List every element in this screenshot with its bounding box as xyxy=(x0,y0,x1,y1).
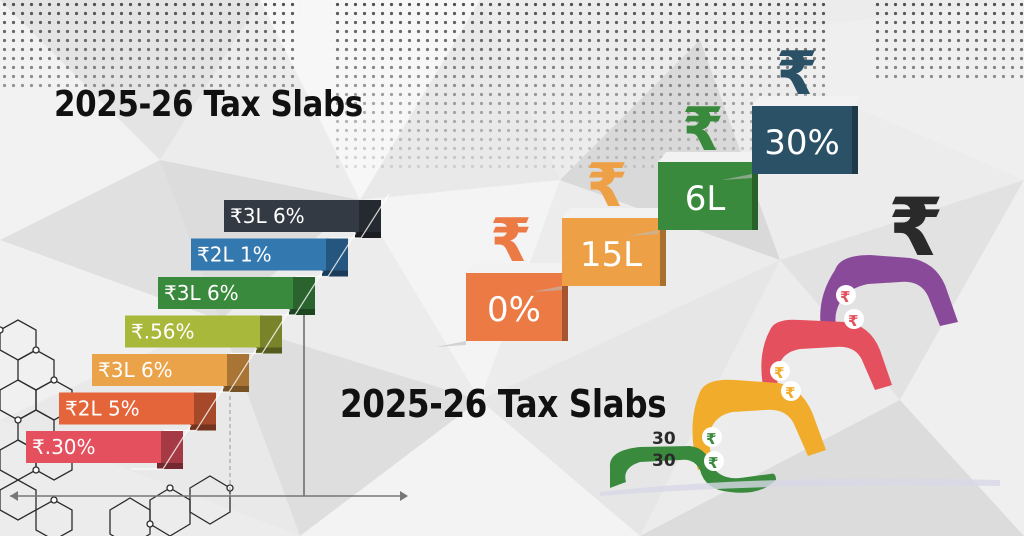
bottom-number: 30 xyxy=(652,429,676,449)
right-step-4: 30% ₹ xyxy=(722,39,860,180)
left-step-face xyxy=(158,277,293,309)
left-step-7: ₹.30% xyxy=(26,424,192,470)
left-step-label: ₹2L 5% xyxy=(65,397,140,421)
left-step-depth xyxy=(322,270,348,277)
small-rupee-icon: ₹ xyxy=(706,430,716,448)
small-rupee-badge xyxy=(844,309,864,329)
right-step-shadow xyxy=(628,230,658,236)
left-step-face xyxy=(125,315,260,348)
left-step-label: ₹3L 6% xyxy=(230,204,305,228)
right-step-top xyxy=(752,96,860,106)
left-step-depth xyxy=(190,424,216,431)
right-step-1: 0% ₹ xyxy=(436,206,570,347)
right-step-label: 30% xyxy=(764,123,840,163)
left-step-depth xyxy=(289,309,315,315)
right-step-top xyxy=(562,208,668,218)
left-step-connector xyxy=(296,232,357,278)
left-step-face xyxy=(224,200,359,232)
left-step-depth xyxy=(157,463,183,469)
left-step-face xyxy=(26,431,161,463)
left-step-connector xyxy=(230,309,291,355)
left-step-face xyxy=(92,354,227,386)
left-step-4: ₹.56% xyxy=(125,309,291,355)
small-rupee-icon: ₹ xyxy=(848,312,858,330)
small-rupee-symbols: ₹₹₹₹₹₹ xyxy=(702,285,864,472)
small-rupee-icon: ₹ xyxy=(774,364,784,382)
small-rupee-icon: ₹ xyxy=(840,288,850,306)
right-step-side xyxy=(562,273,568,341)
left-step-6: ₹2L 5% xyxy=(59,386,225,432)
small-rupee-badge xyxy=(781,381,801,401)
left-step-connector xyxy=(197,347,258,393)
right-step-top xyxy=(658,152,760,162)
rupee-symbol-icon: ₹ xyxy=(682,95,724,165)
right-step-label: 0% xyxy=(487,290,541,330)
left-step-3: ₹3L 6% xyxy=(158,270,324,316)
right-step-shadow xyxy=(722,174,752,180)
rupee-symbol-icon: ₹ xyxy=(776,39,818,109)
left-step-depth xyxy=(256,347,282,354)
small-rupee-badge xyxy=(702,427,722,447)
right-step-face xyxy=(752,106,852,174)
right-step-face xyxy=(562,218,660,286)
left-step-2: ₹2L 1% xyxy=(191,232,357,278)
right-step-side xyxy=(660,218,666,286)
left-step-connector xyxy=(329,193,390,239)
left-step-depth xyxy=(223,386,249,392)
left-step-connector xyxy=(131,424,192,470)
rupee-symbol-icon: ₹ xyxy=(490,206,532,276)
right-step-2: 15L ₹ xyxy=(532,151,668,292)
left-step-label: ₹2L 1% xyxy=(197,243,272,267)
left-step-1: ₹3L 6% xyxy=(224,193,390,239)
right-step-label: 15L xyxy=(580,235,642,275)
right-step-3: 6L ₹ xyxy=(628,95,760,236)
right-step-face xyxy=(466,273,562,341)
small-rupee-badge xyxy=(836,285,856,305)
left-step-depth xyxy=(355,232,381,238)
left-step-connector xyxy=(164,386,225,432)
rupee-symbol-icon: ₹ xyxy=(586,151,628,221)
large-rupee-symbol: ₹ xyxy=(888,181,944,274)
right-step-shadow xyxy=(436,341,466,347)
left-step-face xyxy=(59,392,194,425)
left-step-face xyxy=(191,238,326,271)
right-step-top xyxy=(466,263,570,273)
left-step-label: ₹3L 6% xyxy=(164,281,239,305)
small-rupee-badge xyxy=(704,451,724,471)
left-step-label: ₹.30% xyxy=(32,435,96,459)
small-rupee-icon: ₹ xyxy=(708,454,718,472)
right-step-side xyxy=(752,162,758,230)
left-step-label: ₹.56% xyxy=(131,320,195,344)
right-step-face xyxy=(658,162,752,230)
small-rupee-badge xyxy=(770,361,790,381)
right-step-shadow xyxy=(532,286,562,292)
left-step-label: ₹3L 6% xyxy=(98,358,173,382)
right-step-label: 6L xyxy=(685,179,726,219)
small-rupee-icon: ₹ xyxy=(785,384,795,402)
left-step-connector xyxy=(263,270,324,316)
bottom-number: 30 xyxy=(652,451,676,471)
center-title: 2025-26 Tax Slabs xyxy=(340,382,667,426)
left-step-5: ₹3L 6% xyxy=(92,347,258,393)
top-left-title: 2025-26 Tax Slabs xyxy=(54,84,363,125)
right-step-side xyxy=(852,106,858,174)
